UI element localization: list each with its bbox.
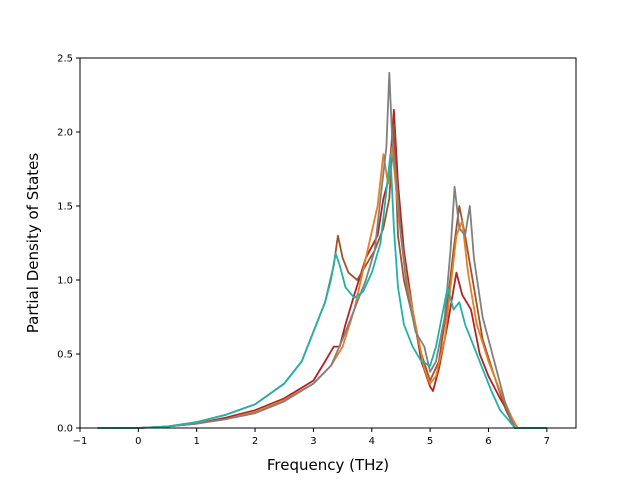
plot-frame [79, 57, 577, 429]
series-line-4 [97, 71, 547, 429]
x-tick-label: 7 [544, 436, 550, 447]
plot-background [80, 58, 576, 428]
y-axis-label: Partial Density of States [24, 153, 42, 334]
x-tick-label: 2 [252, 436, 258, 447]
y-tick-label: 1.0 [57, 276, 73, 287]
y-tick-label: 0.5 [57, 350, 73, 361]
series-line-5 [97, 153, 547, 429]
y-tick-label: 2.0 [57, 128, 73, 139]
x-tick-label: 3 [310, 436, 316, 447]
x-tick-label: 5 [427, 436, 433, 447]
y-tick-label: 0.0 [57, 424, 73, 435]
series-layer [97, 71, 547, 429]
x-axis-label: Frequency (THz) [267, 456, 389, 474]
y-tick-label: 1.5 [57, 202, 73, 213]
y-tick-label: 2.5 [57, 54, 73, 65]
x-tick-label: 6 [485, 436, 491, 447]
x-tick-label: −1 [73, 436, 88, 447]
x-tick-label: 4 [369, 436, 375, 447]
x-tick-label: 1 [194, 436, 200, 447]
x-axis: −1 0 1 2 3 4 5 6 7 [73, 428, 550, 447]
x-tick-label: 0 [135, 436, 141, 447]
y-axis: 0.0 0.5 1.0 1.5 2.0 2.5 [57, 54, 80, 435]
series-line-1 [97, 108, 547, 429]
